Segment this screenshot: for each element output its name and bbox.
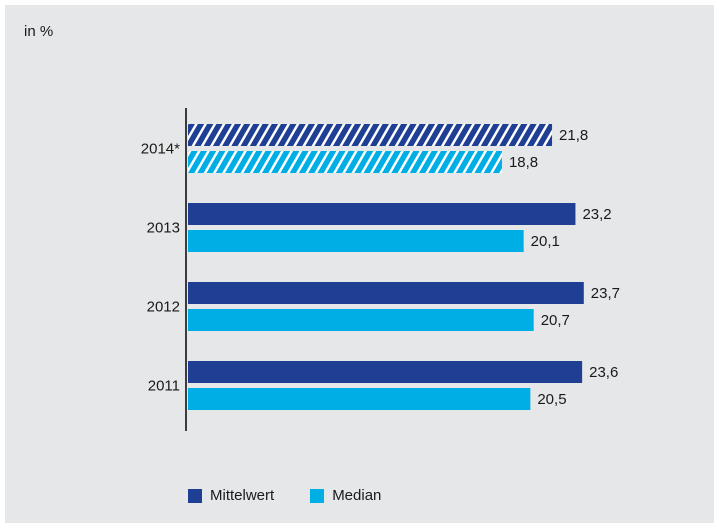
legend-label-median: Median	[332, 487, 382, 504]
category-label-2012: 2012	[147, 299, 180, 316]
bars-layer	[188, 124, 584, 410]
category-label-2011: 2011	[148, 378, 180, 395]
legend: Mittelwert Median	[188, 487, 417, 504]
value-label-median-2013: 20,1	[531, 233, 560, 250]
chart-panel: in % 21,8 18,8 2014* 23,2 20,1 2013 23,7 20,7 20…	[5, 5, 714, 523]
value-label-mittelwert-2012: 23,7	[591, 285, 620, 302]
value-label-median-2012: 20,7	[541, 312, 570, 329]
value-label-median-2011: 20,5	[537, 391, 566, 408]
legend-label-mittelwert: Mittelwert	[210, 487, 275, 504]
bar-median-2011	[188, 388, 531, 410]
legend-swatch-median	[310, 488, 325, 503]
category-label-2014: 2014*	[141, 141, 180, 158]
legend-item-mittelwert: Mittelwert	[188, 487, 274, 504]
bar-mittelwert-2011	[188, 361, 583, 383]
labels-layer: 21,8 18,8 2014* 23,2 20,1 2013 23,7 20,7 2012 23,…	[141, 127, 620, 408]
unit-label: in %	[24, 23, 54, 40]
category-label-2013: 2013	[147, 220, 180, 237]
value-label-median-2014: 18,8	[509, 154, 538, 171]
value-label-mittelwert-2014: 21,8	[559, 127, 588, 144]
bar-median-2012	[188, 309, 534, 331]
legend-swatch-mittelwert	[188, 488, 202, 503]
value-label-mittelwert-2013: 23,2	[582, 206, 611, 223]
legend-item-median: Median	[310, 487, 381, 504]
value-label-mittelwert-2011: 23,6	[589, 364, 618, 381]
bar-chart: 21,8 18,8 2014* 23,2 20,1 2013 23,7 20,7 2012 23,…	[141, 108, 620, 431]
bar-mittelwert-2012	[188, 282, 584, 304]
bar-median-2014	[188, 151, 502, 173]
bar-median-2013	[188, 230, 524, 252]
bar-mittelwert-2013	[188, 203, 576, 225]
bar-mittelwert-2014	[188, 124, 553, 146]
